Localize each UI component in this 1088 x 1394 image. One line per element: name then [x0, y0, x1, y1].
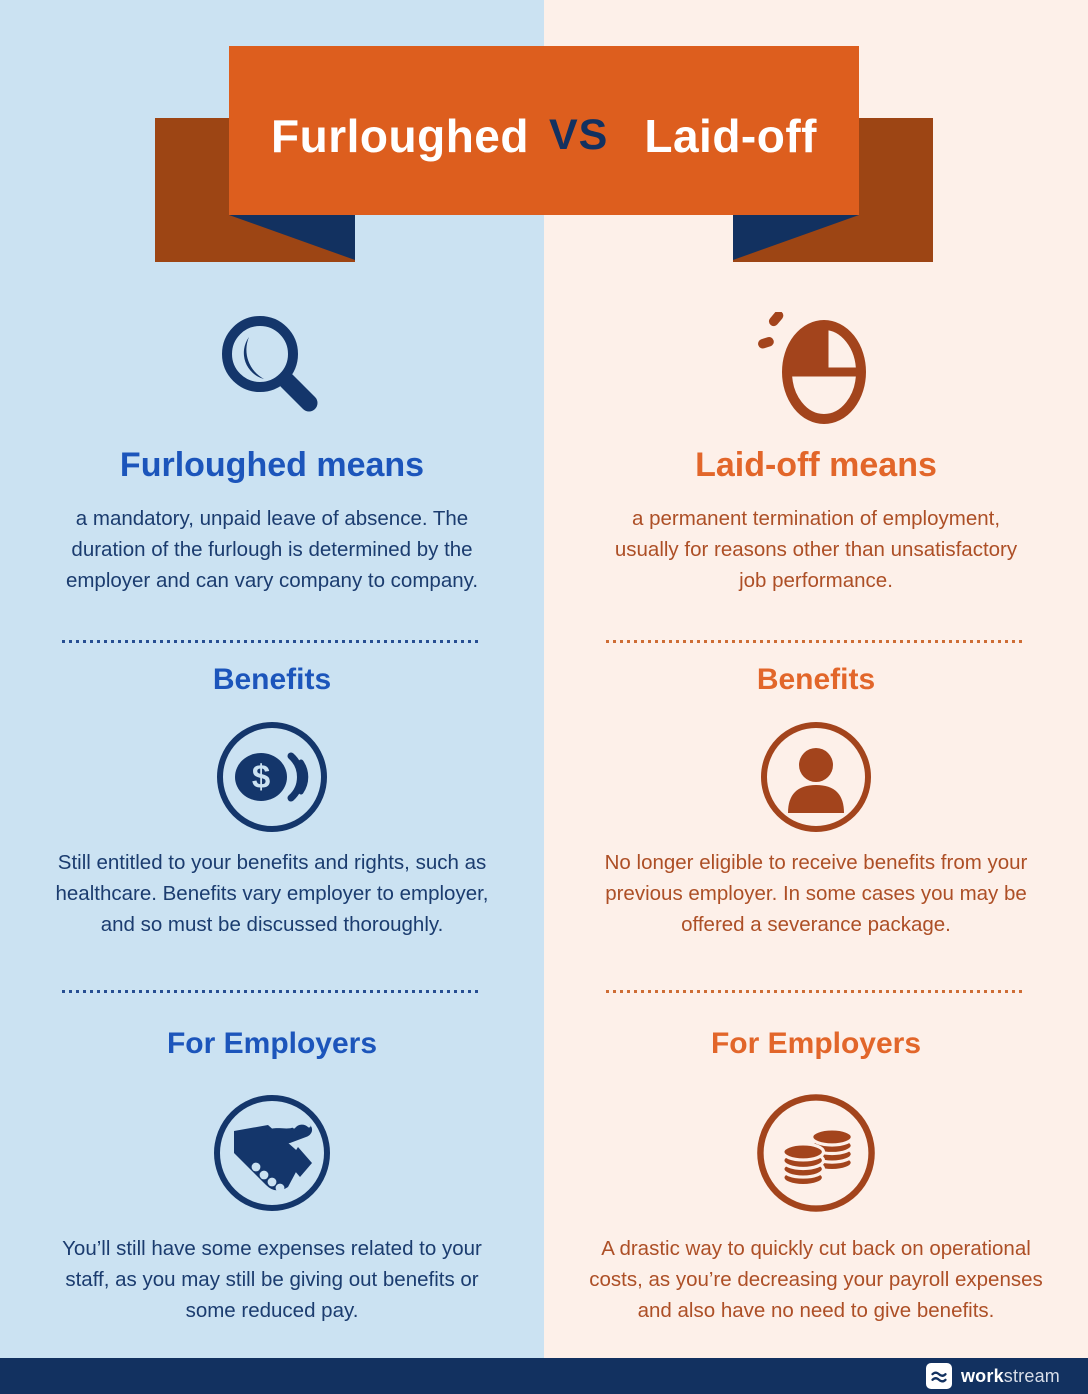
ribbon-band: Furloughed VS Laid-off [229, 46, 859, 215]
laidoff-heading: Laid-off means [695, 446, 937, 484]
svg-text:$: $ [252, 758, 270, 795]
dotted-divider [62, 640, 482, 644]
banner-word-laidoff: Laid-off [644, 109, 817, 162]
person-icon [758, 719, 874, 835]
laidoff-benefits-heading: Benefits [756, 663, 876, 697]
dotted-divider [606, 990, 1026, 994]
coin-stacks-icon [754, 1091, 878, 1215]
laidoff-employers-heading: For Employers [710, 1027, 922, 1061]
laidoff-employers-text: A drastic way to quickly cut back on ope… [589, 1237, 1043, 1323]
handshake-icon [210, 1091, 334, 1215]
laidoff-description: a permanent termination of employment, u… [614, 507, 1018, 593]
mouse-click-icon [756, 312, 876, 424]
brand-word-stream: stream [1003, 1365, 1060, 1386]
brand-word-work: work [960, 1365, 1004, 1386]
furloughed-employers-text: You’ll still have some expenses related … [62, 1237, 482, 1323]
brand-wordmark: workstream [961, 1366, 1060, 1387]
magnifier-icon [216, 312, 328, 424]
title-ribbon: Furloughed VS Laid-off [0, 0, 1088, 262]
banner-word-furloughed: Furloughed [271, 109, 529, 162]
furloughed-heading: Furloughed means [119, 446, 425, 484]
furloughed-employers-heading: For Employers [166, 1027, 378, 1061]
coin-icon: $ [214, 719, 330, 835]
dotted-divider [62, 990, 482, 994]
footer-bar: workstream [0, 1358, 1088, 1394]
furloughed-description: a mandatory, unpaid leave of absence. Th… [65, 507, 479, 593]
furloughed-benefits-text: Still entitled to your benefits and righ… [55, 851, 489, 937]
banner-word-vs: VS [548, 111, 609, 159]
laidoff-benefits-text: No longer eligible to receive benefits f… [604, 851, 1028, 937]
dotted-divider [606, 640, 1026, 644]
double-wave-icon [925, 1363, 952, 1389]
furloughed-benefits-heading: Benefits [212, 663, 332, 697]
